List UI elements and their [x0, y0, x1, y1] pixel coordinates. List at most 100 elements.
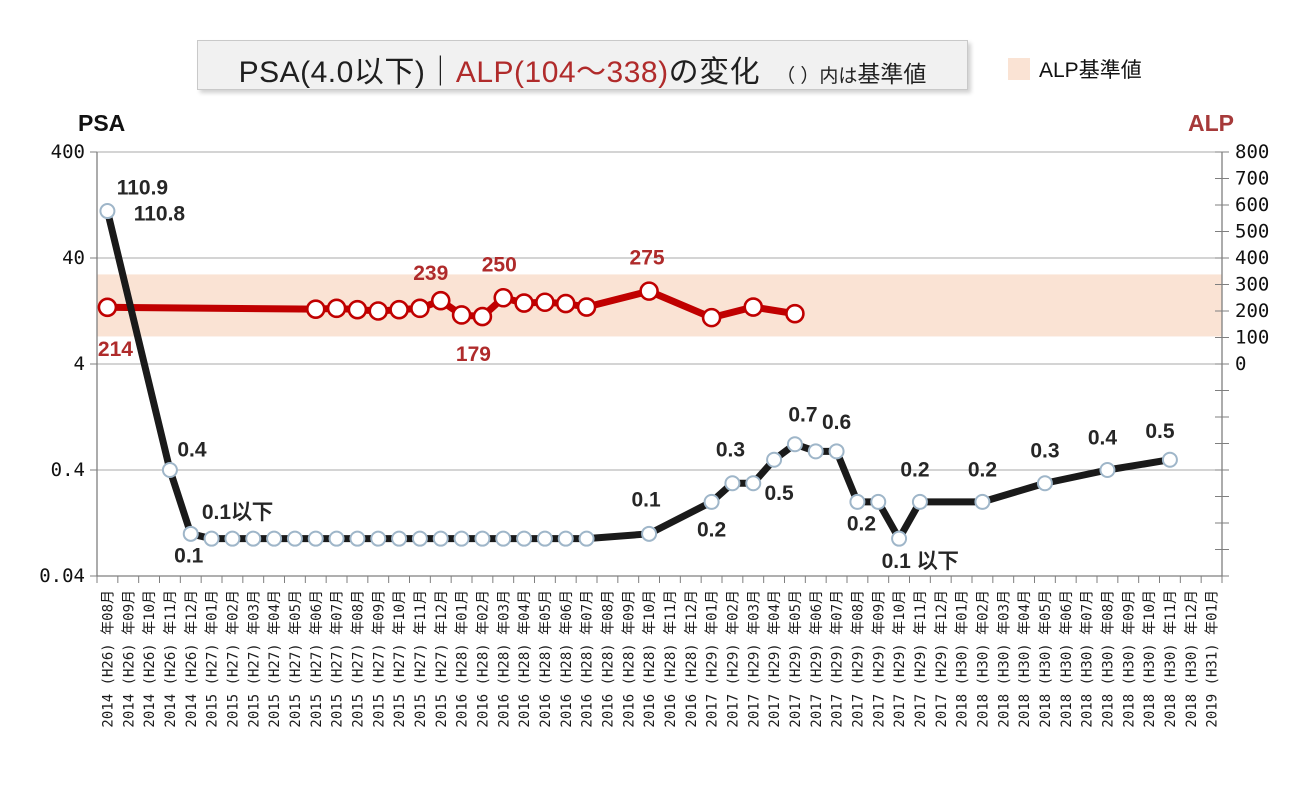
psa-point: [766, 451, 783, 468]
psa-point: [495, 530, 512, 547]
psa-point: [161, 462, 178, 478]
alp-point: [785, 303, 805, 324]
svg-text:400: 400: [1235, 247, 1269, 269]
psa-point-label: 0.4: [1088, 427, 1118, 450]
psa-point: [266, 530, 283, 547]
svg-text:2016 (H28) 年12月: 2016 (H28) 年12月: [684, 590, 700, 728]
psa-point: [1099, 462, 1116, 478]
svg-text:2018 (H30) 年08月: 2018 (H30) 年08月: [1100, 590, 1116, 728]
psa-point-label: 0.3: [1030, 440, 1059, 463]
psa-point-label: 0.7: [788, 404, 817, 427]
svg-text:2015 (H27) 年05月: 2015 (H27) 年05月: [288, 590, 304, 728]
legend: ALP基準値: [1008, 54, 1142, 84]
psa-point: [724, 475, 741, 492]
svg-text:2018 (H30) 年12月: 2018 (H30) 年12月: [1184, 590, 1200, 728]
annotation-label: 110.8: [134, 203, 186, 226]
alp-point: [535, 292, 555, 313]
svg-text:2016 (H28) 年03月: 2016 (H28) 年03月: [496, 590, 512, 728]
left-axis-labels: 400 40 4 0.4 0.04: [39, 141, 85, 587]
psa-point: [307, 530, 324, 547]
svg-text:2018 (H30) 年04月: 2018 (H30) 年04月: [1017, 590, 1033, 728]
psa-point-label: 0.2: [968, 458, 997, 481]
svg-text:2016 (H28) 年08月: 2016 (H28) 年08月: [600, 590, 616, 728]
svg-text:300: 300: [1235, 274, 1269, 296]
svg-text:2015 (H27) 年04月: 2015 (H27) 年04月: [267, 590, 283, 728]
svg-text:2018 (H30) 年06月: 2018 (H30) 年06月: [1059, 590, 1075, 728]
psa-point: [536, 530, 553, 547]
psa-point: [203, 530, 220, 547]
psa-point: [703, 493, 720, 510]
psa-point: [1036, 475, 1053, 492]
psa-point: [870, 493, 887, 510]
x-axis-labels: 2014 (H26) 年08月 2014 (H26) 年09月 2014 (H26)…: [100, 590, 1220, 728]
psa-point-label: 0.4: [177, 439, 207, 462]
svg-text:2014 (H26) 年09月: 2014 (H26) 年09月: [121, 590, 137, 728]
svg-text:2017 (H29) 年01月: 2017 (H29) 年01月: [705, 590, 721, 728]
psa-point: [391, 530, 408, 547]
psa-point: [182, 525, 199, 542]
alp-point-label: 179: [456, 343, 491, 366]
alp-point: [514, 293, 534, 313]
alp-point-label: 250: [482, 253, 517, 276]
svg-text:2015 (H27) 年01月: 2015 (H27) 年01月: [205, 590, 221, 728]
svg-text:800: 800: [1235, 141, 1269, 163]
right-axis-labels: 800 700 600 500 400 300 200 100 0: [1235, 141, 1269, 375]
psa-point-label: 0.1: [631, 488, 661, 511]
psa-point-label: 0.1: [174, 544, 204, 567]
svg-text:2016 (H28) 年02月: 2016 (H28) 年02月: [475, 590, 491, 728]
alp-series: 214 239 179 250 275: [97, 247, 805, 366]
title-note-strong: 基準値: [857, 61, 927, 87]
title-change-suffix: の変化: [668, 56, 761, 89]
svg-text:2015 (H27) 年07月: 2015 (H27) 年07月: [330, 590, 346, 728]
psa-point: [99, 203, 116, 220]
svg-text:2018 (H30) 年07月: 2018 (H30) 年07月: [1080, 590, 1096, 728]
right-axis-title: ALP: [1188, 110, 1234, 136]
psa-point: [828, 443, 845, 460]
alp-band-swatch: [1008, 58, 1030, 80]
svg-text:2015 (H27) 年02月: 2015 (H27) 年02月: [225, 590, 241, 728]
svg-text:2016 (H28) 年09月: 2016 (H28) 年09月: [621, 590, 637, 728]
svg-text:2014 (H26) 年08月: 2014 (H26) 年08月: [100, 590, 116, 728]
psa-point: [911, 493, 928, 510]
svg-text:2016 (H28) 年04月: 2016 (H28) 年04月: [517, 590, 533, 728]
psa-point: [807, 443, 824, 460]
svg-text:0: 0: [1235, 353, 1246, 375]
svg-text:2018 (H30) 年10月: 2018 (H30) 年10月: [1142, 590, 1158, 728]
psa-point-label: 0.2: [900, 458, 929, 481]
psa-point: [849, 493, 866, 510]
svg-text:2014 (H26) 年11月: 2014 (H26) 年11月: [163, 590, 179, 728]
psa-point-label: 0.3: [716, 439, 745, 462]
title-separator: ｜: [425, 56, 456, 89]
alp-point-label: 239: [413, 262, 448, 285]
svg-text:2017 (H29) 年09月: 2017 (H29) 年09月: [871, 590, 887, 728]
svg-text:400: 400: [51, 141, 85, 163]
alp-point-label: 214: [98, 338, 133, 361]
svg-text:2016 (H28) 年06月: 2016 (H28) 年06月: [559, 590, 575, 728]
svg-text:40: 40: [62, 247, 85, 269]
alp-point-label: 275: [630, 247, 665, 270]
psa-point: [286, 530, 303, 547]
annotation-label: 0.1 以下: [882, 550, 959, 573]
svg-text:2017 (H29) 年08月: 2017 (H29) 年08月: [850, 590, 866, 728]
alp-point: [347, 299, 368, 320]
alp-point: [451, 305, 472, 325]
svg-text:2015 (H27) 年06月: 2015 (H27) 年06月: [309, 590, 325, 728]
svg-text:2017 (H29) 年02月: 2017 (H29) 年02月: [725, 590, 741, 728]
svg-text:2017 (H29) 年05月: 2017 (H29) 年05月: [788, 590, 804, 728]
svg-text:2017 (H29) 年06月: 2017 (H29) 年06月: [809, 590, 825, 728]
svg-text:0.4: 0.4: [51, 459, 85, 481]
alp-point: [430, 290, 451, 311]
svg-text:2017 (H29) 年07月: 2017 (H29) 年07月: [830, 590, 846, 728]
annotations: 110.8 0.1以下 0.1 以下: [134, 203, 959, 574]
title-psa-part: PSA(4.0以下): [238, 56, 426, 89]
alp-point: [493, 287, 514, 308]
alp-point: [743, 297, 764, 317]
svg-text:700: 700: [1235, 168, 1269, 190]
psa-point-label: 0.5: [1145, 420, 1175, 443]
svg-text:4: 4: [74, 353, 85, 375]
psa-point: [557, 530, 574, 547]
alp-point: [555, 293, 576, 314]
psa-point: [891, 530, 908, 547]
svg-text:2015 (H27) 年09月: 2015 (H27) 年09月: [371, 590, 387, 728]
